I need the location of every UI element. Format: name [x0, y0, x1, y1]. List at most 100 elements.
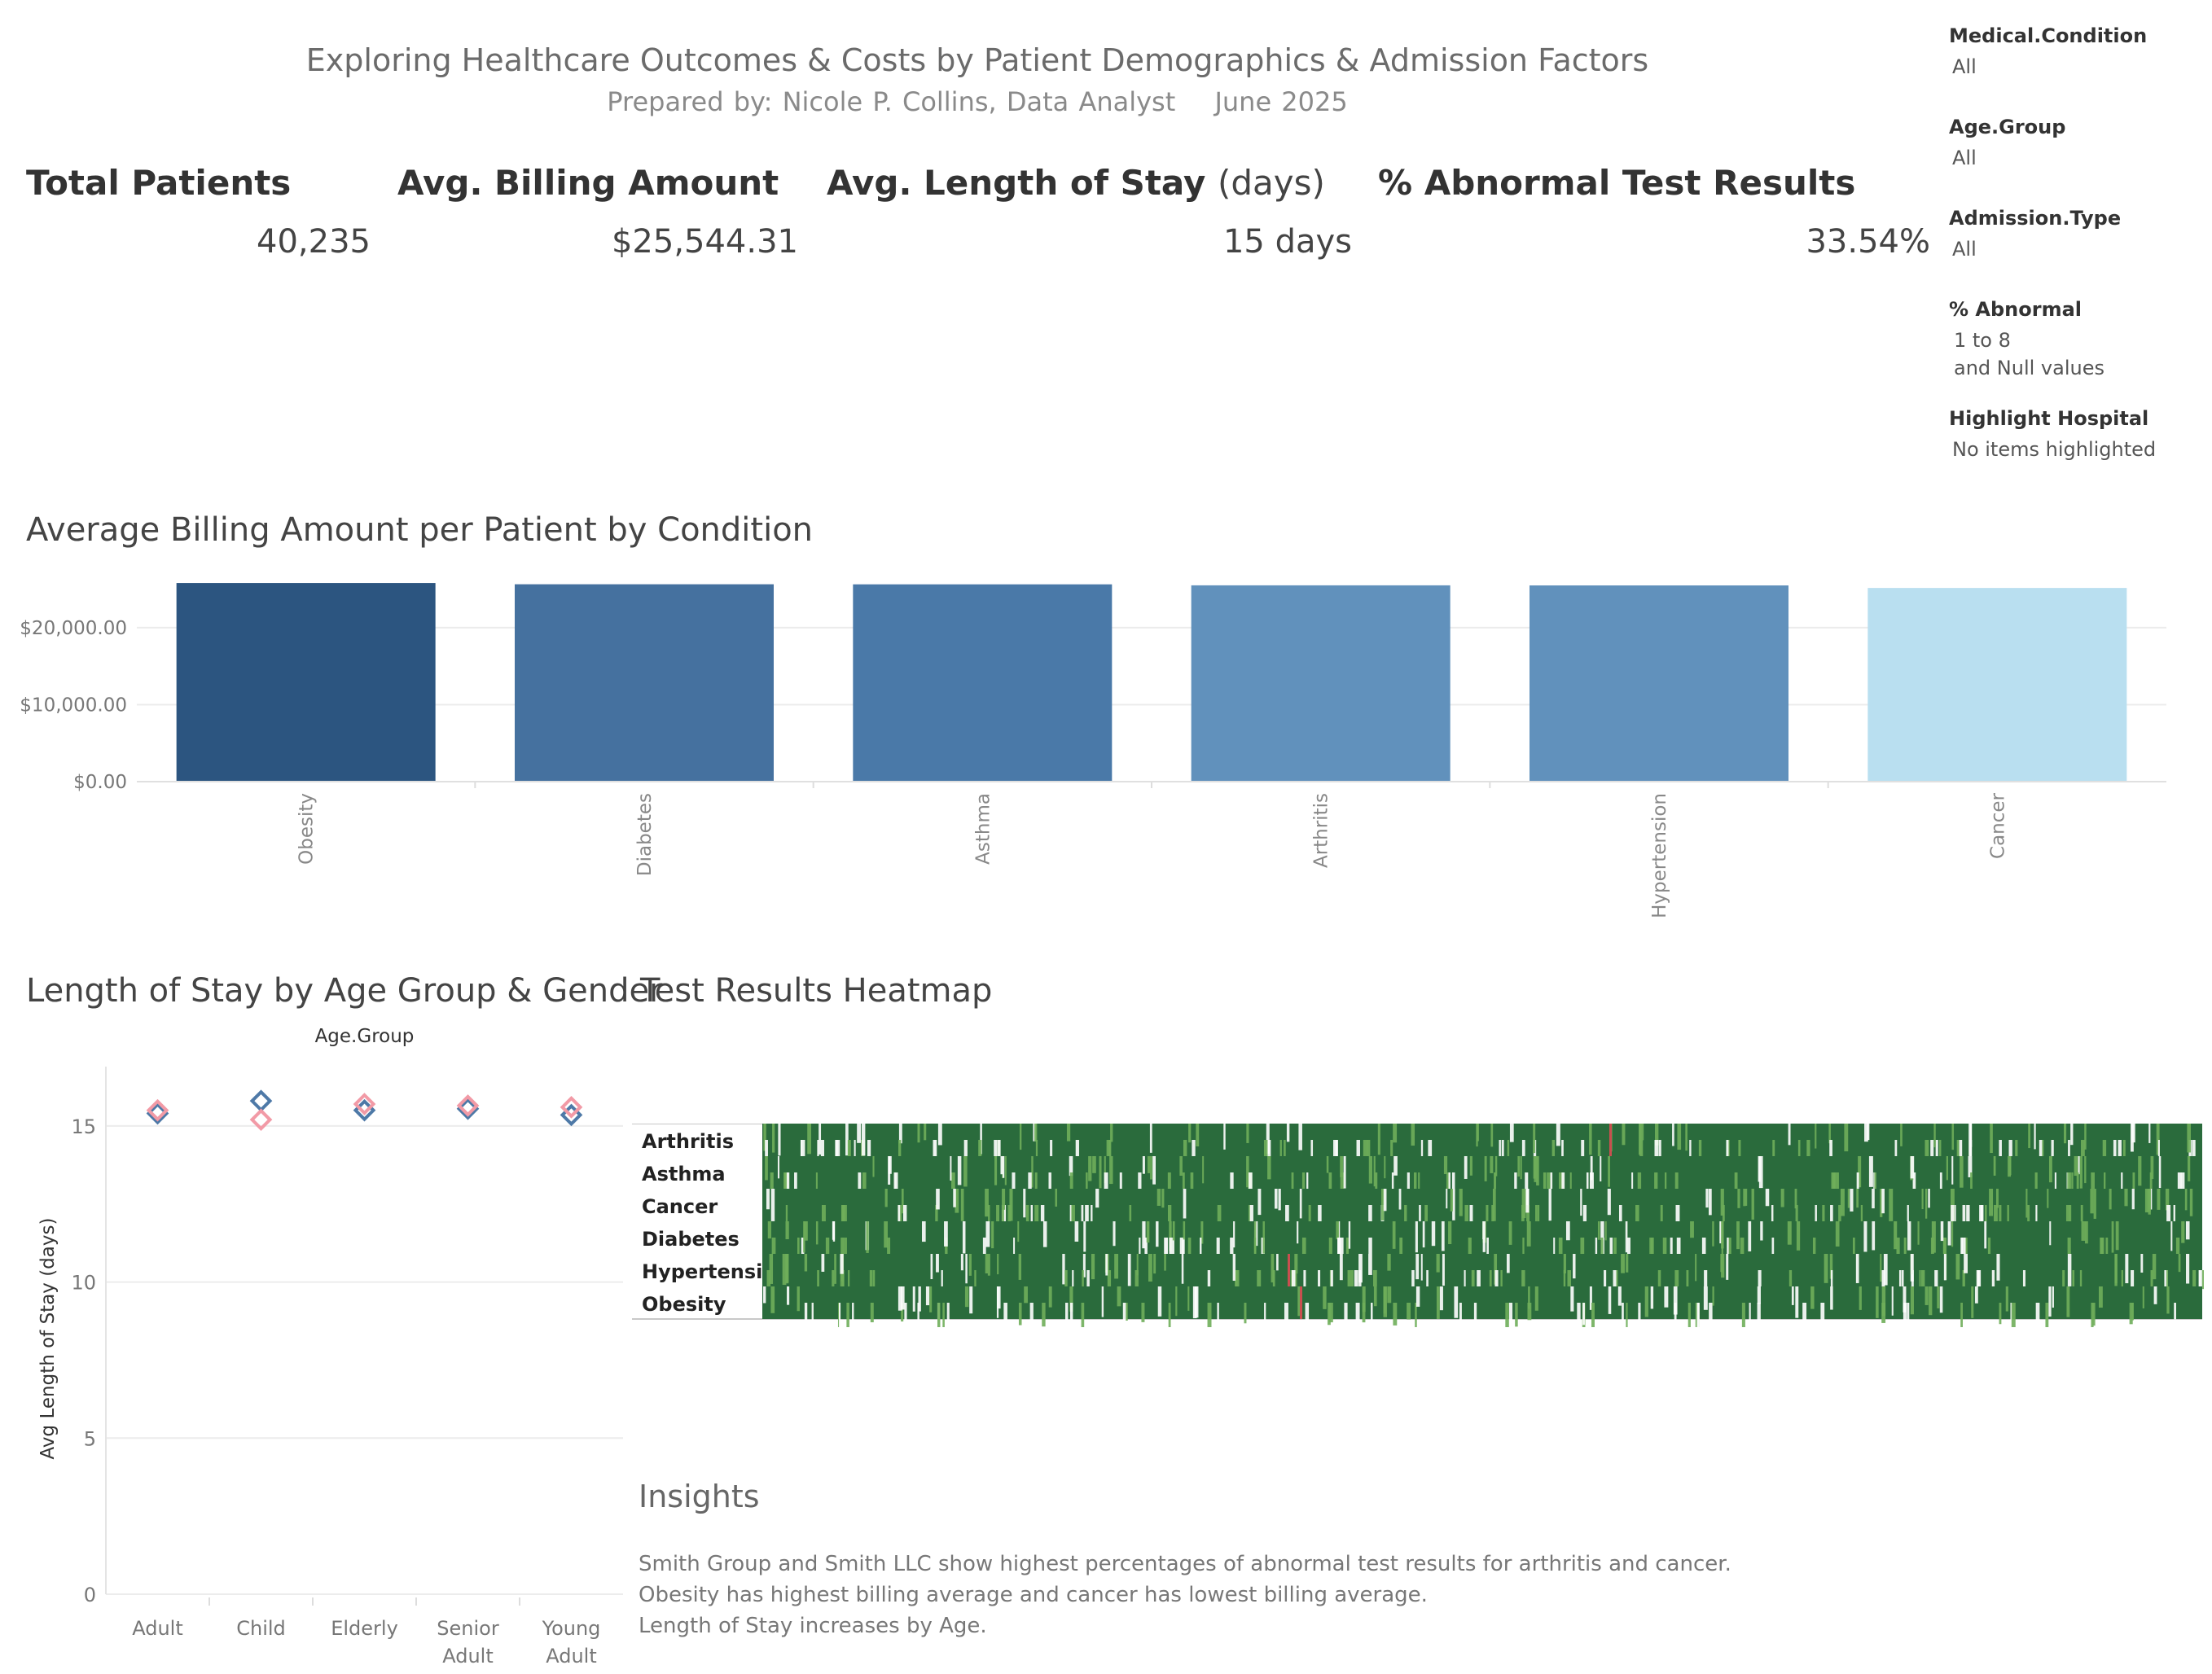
dashboard-title: Exploring Healthcare Outcomes & Costs by…: [305, 42, 1649, 78]
heatmap-cell: [1328, 1303, 1331, 1326]
heatmap-cell: [2072, 1270, 2075, 1297]
heatmap-cell: [1639, 1124, 1644, 1141]
bar-marks: [176, 583, 2127, 782]
heatmap-cell: [1968, 1124, 1973, 1156]
heatmap-cell: [1407, 1172, 1410, 1194]
filter-admission-type[interactable]: Admission.Type All: [1949, 207, 2201, 298]
heatmap-cell: [974, 1270, 977, 1297]
heatmap-cell: [963, 1156, 968, 1187]
heatmap-cell: [2124, 1189, 2128, 1207]
heatmap-cell: [1248, 1205, 1251, 1229]
heatmap-cell: [1328, 1172, 1332, 1202]
heatmap-cell: [1900, 1124, 1903, 1146]
heatmap-cell: [1795, 1286, 1799, 1318]
heatmap-cell: [2042, 1140, 2044, 1164]
heatmap-cell: [1062, 1254, 1065, 1285]
scatter-y-tick-label: 15: [71, 1115, 96, 1138]
heatmap-cell: [980, 1124, 982, 1155]
heatmap-cell: [1638, 1124, 1642, 1155]
heatmap-cell: [872, 1156, 875, 1177]
kpi-avg-los-value: 15 days: [1222, 223, 1352, 261]
heatmap-cell: [1919, 1270, 1921, 1288]
heatmap-cell: [1872, 1221, 1876, 1251]
heatmap-cell: [2156, 1124, 2160, 1155]
heatmap-cell: [1492, 1189, 1496, 1221]
heatmap-cell: [1340, 1238, 1344, 1260]
heatmap-cell: [866, 1221, 869, 1253]
heatmap-cell: [1459, 1303, 1462, 1327]
scatter-marks: [146, 1089, 583, 1132]
heatmap-cell: [936, 1254, 939, 1273]
heatmap-cell: [1013, 1238, 1016, 1257]
heatmap-cell: [1459, 1189, 1463, 1216]
heatmap-cell: [1366, 1140, 1371, 1161]
heatmap-cell: [840, 1205, 845, 1225]
heatmap-cell: [1709, 1303, 1713, 1327]
heatmap-cell: [2039, 1140, 2043, 1159]
heatmap-cell: [1230, 1172, 1234, 1198]
heatmap-cell: [2022, 1270, 2025, 1299]
heatmap-cell: [1305, 1303, 1310, 1325]
heatmap-cell: [2109, 1189, 2112, 1210]
heatmap-cell: [1148, 1254, 1152, 1282]
heatmap-cell: [2081, 1140, 2085, 1159]
heatmap-cell: [1486, 1238, 1489, 1262]
heatmap-cell: [1567, 1270, 1572, 1295]
heatmap-cell: [1004, 1156, 1007, 1185]
test-results-heatmap: Arthritis Asthma Cancer Diabetes Hypertensi.…: [632, 1124, 2204, 1327]
heatmap-cell: [1515, 1303, 1518, 1327]
heatmap-cell: [1625, 1221, 1628, 1253]
heatmap-cell: [1689, 1140, 1692, 1171]
heatmap-cell: [2150, 1156, 2154, 1179]
heatmap-cell: [1446, 1189, 1448, 1209]
heatmap-cell: [1109, 1156, 1113, 1185]
heatmap-cell: [2027, 1205, 2030, 1227]
heatmap-cell: [1657, 1270, 1661, 1300]
heatmap-cell: [1235, 1270, 1240, 1294]
heatmap-cell: [1670, 1238, 1673, 1261]
heatmap-cell: [2184, 1189, 2188, 1211]
heatmap-cell: [1912, 1172, 1916, 1202]
scatter-x-tick-line: Adult: [442, 1645, 494, 1667]
heatmap-cell: [1856, 1189, 1859, 1208]
heatmap-cell: [1075, 1140, 1079, 1159]
heatmap-cell: [1745, 1189, 1748, 1206]
heatmap-cell: [1476, 1124, 1478, 1147]
heatmap-cell: [2125, 1254, 2129, 1284]
heatmap-cell: [2166, 1270, 2169, 1287]
heatmap-cell: [1590, 1156, 1593, 1181]
heatmap-cell: [1954, 1205, 1956, 1233]
heatmap-cell: [1368, 1156, 1372, 1184]
heatmap-cell: [1454, 1286, 1459, 1318]
heatmap-cell: [893, 1172, 897, 1193]
heatmap-cell: [1104, 1156, 1106, 1184]
heatmap-cell: [1697, 1303, 1700, 1327]
filter-age-group[interactable]: Age.Group All: [1949, 116, 2201, 207]
heatmap-cell: [1157, 1286, 1162, 1317]
heatmap-cell: [867, 1140, 871, 1167]
heatmap-cell: [1253, 1238, 1257, 1263]
heatmap-cell: [1910, 1286, 1914, 1315]
heatmap-cell: [951, 1172, 955, 1194]
insight-line: Obesity has highest billing average and …: [639, 1583, 1428, 1607]
heatmap-cell: [1404, 1205, 1407, 1229]
heatmap-cell: [978, 1140, 982, 1168]
filter-highlight-hospital[interactable]: Highlight Hospital No items highlighted: [1949, 407, 2201, 472]
filter-pct-abnormal[interactable]: % Abnormal 1 to 8 and Null values: [1949, 298, 2201, 407]
heatmap-cell: [852, 1303, 854, 1327]
bar-category-label: Arthritis: [1311, 793, 1332, 868]
heatmap-cell: [1507, 1140, 1510, 1169]
bar-y-axis: $20,000.00 $10,000.00 $0.00: [20, 618, 127, 793]
heatmap-cell: [847, 1140, 850, 1159]
heatmap-cell: [1728, 1238, 1731, 1261]
filter-medical-condition[interactable]: Medical.Condition All: [1949, 24, 2201, 116]
heatmap-cell: [1246, 1124, 1249, 1143]
heatmap-cell: [2092, 1303, 2096, 1326]
heatmap-cell: [1935, 1140, 1938, 1168]
heatmap-cell: [1600, 1238, 1604, 1257]
heatmap-cell: [1398, 1189, 1402, 1210]
heatmap-cell: [854, 1140, 856, 1159]
heatmap-cell: [2084, 1221, 2088, 1244]
heatmap-cell: [1368, 1205, 1372, 1229]
heatmap-cell: [1328, 1238, 1332, 1262]
